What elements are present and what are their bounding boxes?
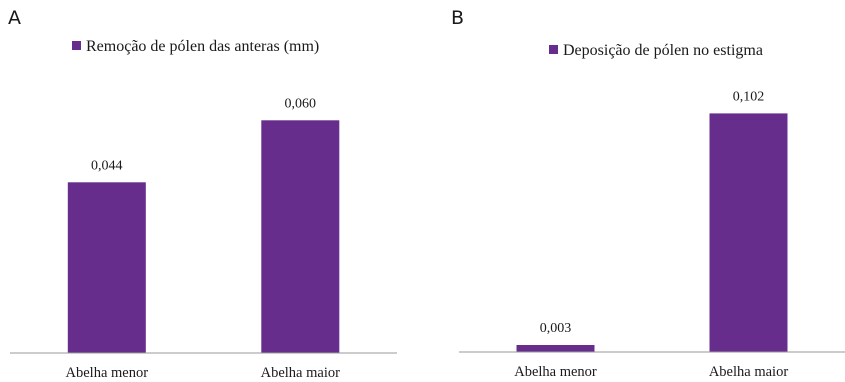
plot-area-b: 0,003 Abelha menor 0,102 Abelha maior — [459, 89, 845, 380]
panel-letter-b: B — [451, 7, 464, 29]
chart-panel-b: B Deposição de pólen no estigma 0,003 Abe… — [451, 7, 845, 380]
chart-panel-a: A Remoção de pólen das anteras (mm) 0,04… — [8, 7, 397, 381]
bar-a-1 — [67, 182, 146, 353]
legend-swatch-a — [72, 41, 81, 50]
bar-a-2 — [261, 120, 340, 353]
legend-a: Remoção de pólen das anteras (mm) — [72, 38, 319, 55]
data-label-b-2: 0,102 — [733, 89, 765, 104]
bar-b-2 — [709, 113, 788, 353]
x-tick-label-b-2: Abelha maior — [709, 364, 788, 380]
plot-area-a: 0,044 Abelha menor 0,060 Abelha maior — [10, 96, 397, 381]
x-tick-label-a-1: Abelha menor — [66, 365, 149, 381]
data-label-b-1: 0,003 — [540, 321, 572, 336]
data-label-a-1: 0,044 — [91, 158, 123, 173]
bar-b-1 — [516, 345, 595, 352]
legend-swatch-b — [549, 45, 558, 54]
data-label-a-2: 0,060 — [285, 96, 317, 111]
x-tick-label-b-1: Abelha menor — [514, 364, 597, 380]
x-tick-label-a-2: Abelha maior — [261, 365, 340, 381]
legend-b: Deposição de pólen no estigma — [549, 42, 763, 59]
legend-label-a: Remoção de pólen das anteras (mm) — [86, 38, 319, 55]
legend-label-b: Deposição de pólen no estigma — [563, 42, 763, 59]
panel-letter-a: A — [8, 7, 21, 29]
